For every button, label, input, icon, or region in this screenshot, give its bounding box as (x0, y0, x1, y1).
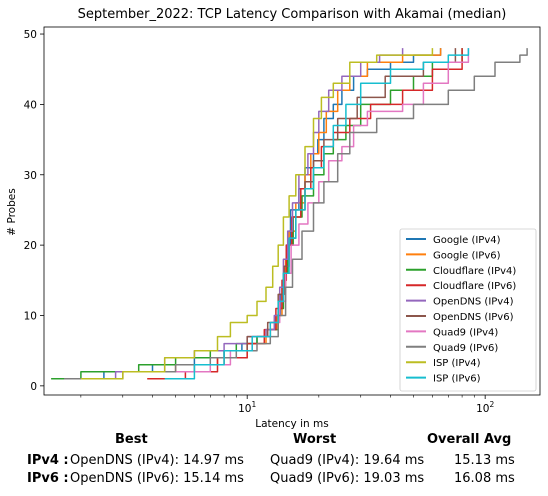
series-line-4 (70, 48, 404, 380)
legend-label-0: Google (IPv4) (433, 235, 501, 246)
ipv6-overall-avg: 16.08 ms (454, 471, 515, 486)
legend-label-3: Cloudflare (IPv6) (433, 281, 516, 292)
legend-label-7: Quad9 (IPv6) (433, 343, 498, 354)
best-header: Best (115, 432, 148, 447)
chart-title: September_2022: TCP Latency Comparison w… (78, 7, 507, 22)
plot-area: 0 10 20 30 40 50 101 102 (24, 26, 541, 415)
ipv4-row-label: IPv4 : (27, 453, 69, 468)
summary-table: Best Worst Overall Avg IPv4 : OpenDNS (I… (0, 430, 548, 496)
legend-label-9: ISP (IPv6) (433, 374, 481, 385)
y-tick-label: 30 (24, 170, 37, 182)
ipv6-best: OpenDNS (IPv6): 15.14 ms (70, 471, 244, 486)
worst-header: Worst (293, 432, 337, 447)
x-tick-label: 101 (238, 400, 256, 415)
ipv4-best: OpenDNS (IPv4): 14.97 ms (70, 453, 244, 468)
latency-chart: September_2022: TCP Latency Comparison w… (6, 7, 541, 430)
legend-label-8: ISP (IPv4) (433, 358, 481, 369)
ipv4-overall-avg: 15.13 ms (454, 453, 515, 468)
legend-label-6: Quad9 (IPv4) (433, 327, 498, 338)
legend-label-2: Cloudflare (IPv4) (433, 266, 516, 277)
y-axis-label: # Probes (6, 188, 18, 235)
x-axis-label: Latency in ms (255, 418, 328, 430)
ipv6-row-label: IPv6 : (27, 471, 69, 486)
y-tick-label: 20 (24, 240, 37, 252)
legend-label-5: OpenDNS (IPv6) (433, 312, 514, 323)
ipv6-worst: Quad9 (IPv6): 19.03 ms (270, 471, 425, 486)
series-line-7 (64, 48, 528, 380)
y-tick-label: 10 (24, 310, 37, 322)
series-line-9 (164, 48, 470, 380)
y-tick-label: 40 (24, 99, 37, 111)
series-line-8 (80, 48, 434, 380)
y-tick-label: 50 (24, 29, 37, 41)
ipv4-worst: Quad9 (IPv4): 19.64 ms (270, 453, 425, 468)
x-tick-label: 102 (476, 400, 494, 415)
legend-label-4: OpenDNS (IPv4) (433, 297, 514, 308)
legend-label-1: Google (IPv6) (433, 250, 501, 261)
overall-avg-header: Overall Avg (427, 432, 512, 447)
axes-frame (43, 26, 541, 396)
legend: Google (IPv4) Google (IPv6) Cloudflare (IP… (399, 228, 537, 392)
legend-box (399, 228, 537, 392)
y-tick-label: 0 (30, 381, 37, 393)
